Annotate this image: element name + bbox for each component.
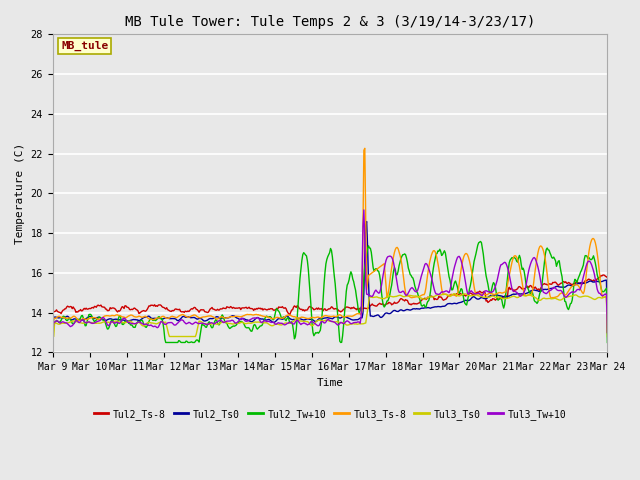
Legend: Tul2_Ts-8, Tul2_Ts0, Tul2_Tw+10, Tul3_Ts-8, Tul3_Ts0, Tul3_Tw+10: Tul2_Ts-8, Tul2_Ts0, Tul2_Tw+10, Tul3_Ts… bbox=[90, 405, 570, 424]
Title: MB Tule Tower: Tule Temps 2 & 3 (3/19/14-3/23/17): MB Tule Tower: Tule Temps 2 & 3 (3/19/14… bbox=[125, 15, 535, 29]
Y-axis label: Temperature (C): Temperature (C) bbox=[15, 143, 25, 244]
X-axis label: Time: Time bbox=[317, 378, 344, 388]
Text: MB_tule: MB_tule bbox=[61, 41, 108, 51]
